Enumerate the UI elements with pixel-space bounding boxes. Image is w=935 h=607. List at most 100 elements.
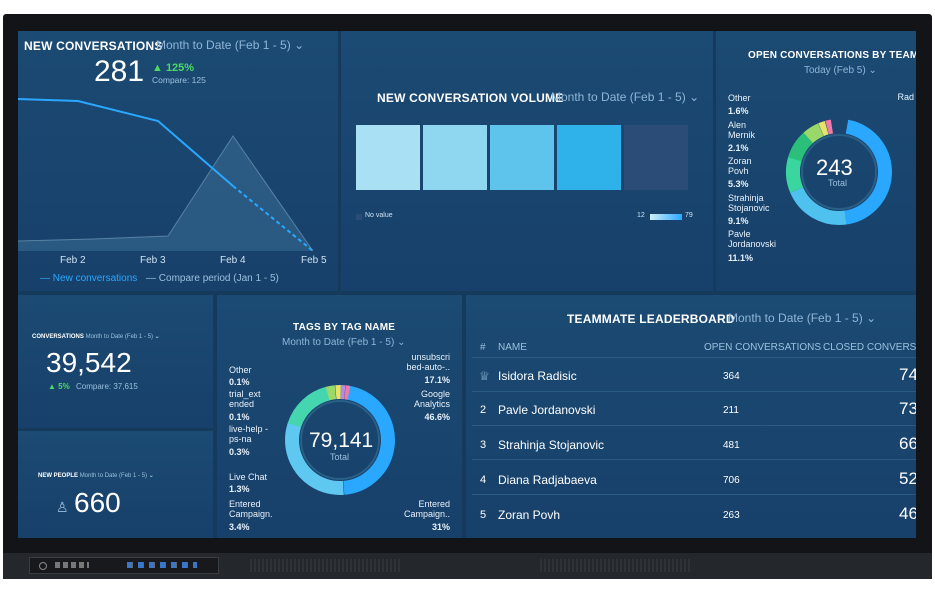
trophy-icon: ♕ [479,369,490,383]
chevron-down-icon: ⌄ [148,473,154,479]
rank: 2 [480,404,487,416]
conversation-volume-widget: NEW CONVERSATION VOLUME Month to Date (F… [341,31,713,291]
x-tick: Feb 4 [220,255,246,266]
donut-chart [782,115,896,229]
speaker-grille [540,559,690,572]
line-chart [18,98,314,252]
widget-title: OPEN CONVERSATIONS BY TEAMMA [748,50,916,61]
slice-label: Live Chat [229,472,268,482]
metric-value: 660 [74,487,121,518]
divider [472,391,916,392]
open-count: 481 [723,440,740,451]
heatmap-cell[interactable] [624,125,688,190]
compare-line [18,135,314,252]
period-label: Month to Date (Feb 1 - 5) [282,337,395,348]
donut-slice[interactable] [285,385,395,495]
leaderboard-widget: TEAMMATE LEADERBOARD Month to Date (Feb … [466,295,916,538]
widget-title: NEW CONVERSATION VOLUME [377,91,564,105]
x-tick: Feb 3 [140,255,166,266]
widget-title: NEW PEOPLE Month to Date (Feb 1 - 5) ⌄ [38,472,154,479]
person-icon: ♙ [56,499,69,515]
period-label: Month to Date (Feb 1 - 5) [156,38,291,52]
rank: 3 [480,439,487,451]
no-value-swatch [356,214,362,220]
column-header-rank: # [480,342,486,353]
donut-total: 79,141 [309,429,374,452]
widget-title: CONVERSATIONS Month to Date (Feb 1 - 5) … [32,333,160,340]
power-button[interactable] [39,562,47,570]
slice-percent: 0.1% [229,377,250,387]
slice-percent: 11.1% [728,253,754,263]
period-dropdown[interactable]: Month to Date (Feb 1 - 5) ⌄ [156,38,304,52]
divider [472,494,916,495]
chevron-down-icon: ⌄ [689,90,700,104]
dashboard-screen: NEW CONVERSATIONS Month to Date (Feb 1 -… [18,31,916,538]
legend-label: New conversations [52,273,138,284]
compare-area [18,136,313,251]
port-panel [29,557,219,574]
chevron-down-icon: ⌄ [397,337,406,348]
teammate-name: Diana Radjabaeva [498,473,597,487]
slice-label: Alen Mernik [728,120,756,140]
closed-count: 74 [899,365,916,384]
control-buttons[interactable] [55,562,89,568]
heatmap-cell[interactable] [356,125,420,190]
closed-count: 66 [899,434,916,453]
chevron-down-icon: ⌄ [294,38,305,52]
donut-slice[interactable] [782,115,896,229]
slice-percent: 3.4% [229,522,250,532]
divider [472,357,916,358]
widget-title: NEW CONVERSATIONS [24,39,163,53]
period-dropdown[interactable]: Month to Date (Feb 1 - 5) ⌄ [551,90,699,104]
metric-value: 39,542 [46,347,132,378]
speaker-grille [250,559,400,572]
io-ports [127,562,197,568]
donut-slice[interactable] [281,381,399,499]
slice-label: Entered Campaign.. [403,499,450,519]
heatmap-cell[interactable] [557,125,621,190]
legend-item-new[interactable]: — New conversations [40,273,138,284]
legend-item-compare[interactable]: — Compare period (Jan 1 - 5) [146,273,279,284]
slice-percent: 0.3% [229,447,250,457]
rank: 5 [480,509,487,521]
teammate-name: Isidora Radisic [498,369,577,383]
period-label: Month to Date (Feb 1 - 5) [551,90,686,104]
closed-count: 73 [899,399,916,418]
divider [472,459,916,460]
column-header-name: NAME [498,342,527,353]
slice-percent: 5.3% [728,179,749,189]
slice-percent: 9.1% [728,216,749,226]
period-label: Month to Date (Feb 1 - 5) [728,311,863,325]
scale-min: 12 [637,212,645,219]
scale-max: 79 [685,212,693,219]
x-tick: Feb 5 [301,255,327,266]
rank: 4 [480,474,487,486]
donut-total: 243 [816,155,853,180]
slice-percent: 1.3% [229,484,250,494]
slice-percent: 1.6% [728,106,749,116]
column-header-closed: CLOSED CONVERSAT [823,342,916,353]
heatmap-cell[interactable] [423,125,487,190]
no-value-label: No value [365,212,393,219]
slice-percent: 17.1% [424,375,450,385]
slice-label: unsubscri bed-auto-.. [406,352,450,372]
donut-slice[interactable] [285,385,395,495]
open-count: 211 [723,405,739,416]
open-count: 706 [723,475,740,486]
heatmap-cell[interactable] [490,125,554,190]
donut-slice[interactable] [281,381,399,499]
period-label: Month to Date (Feb 1 - 5) [85,334,153,340]
chevron-down-icon: ⌄ [866,311,877,325]
period-dropdown[interactable]: Month to Date (Feb 1 - 5) ⌄ [728,311,876,325]
period-dropdown[interactable]: Month to Date (Feb 1 - 5) ⌄ [282,337,405,348]
chevron-down-icon: ⌄ [868,65,877,76]
slice-label: live-help -ps-na [229,424,269,444]
slice-label: Rad [897,92,914,102]
metric-compare: Compare: 125 [152,75,206,85]
teammate-name: Strahinja Stojanovic [498,438,605,452]
metric-change: ▲ 125% [152,62,195,74]
closed-count: 46 [899,504,916,523]
slice-percent: 2.1% [728,143,749,153]
open-count: 263 [723,510,740,521]
period-dropdown[interactable]: Today (Feb 5) ⌄ [804,65,877,76]
